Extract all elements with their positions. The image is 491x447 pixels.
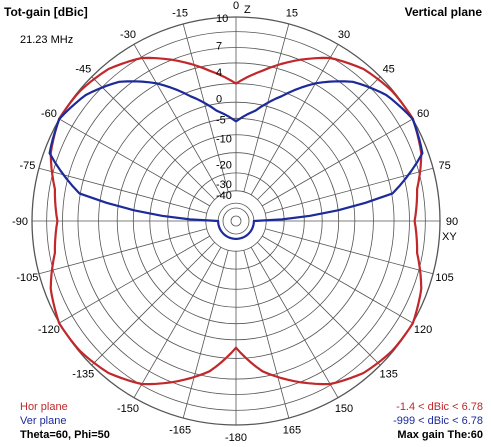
grid-spoke	[38, 167, 207, 214]
grid-spoke	[59, 118, 211, 207]
angle-label: -15	[172, 7, 188, 19]
radial-label: -30	[216, 179, 232, 191]
axis-label-xy: XY	[442, 231, 457, 243]
ver-legend-label: Ver plane	[20, 415, 67, 427]
grid-spoke	[59, 235, 211, 324]
plane-title: Vertical plane	[404, 5, 482, 19]
polar-labels: 0153045607590105120135150165-180-165-150…	[12, 0, 458, 444]
radial-label: 4	[216, 67, 222, 79]
angle-label: -30	[120, 29, 136, 41]
grid-spoke	[38, 228, 207, 275]
grid-spoke	[257, 76, 381, 200]
angle-label: -90	[12, 216, 28, 228]
grid-spoke	[182, 23, 229, 192]
angle-label: -135	[72, 369, 94, 381]
grid-spoke	[133, 44, 222, 196]
angle-label: 75	[438, 160, 450, 172]
theta-phi-label: Theta=60, Phi=50	[20, 429, 110, 441]
grid-spoke	[265, 228, 434, 275]
grid-spoke	[91, 242, 215, 366]
angle-label: -105	[16, 272, 38, 284]
grid-ring	[230, 215, 242, 227]
angle-label: -75	[19, 160, 35, 172]
radial-label: 7	[216, 40, 222, 52]
angle-label: 15	[286, 7, 298, 19]
angle-label: 165	[283, 425, 301, 437]
angle-label: -60	[41, 108, 57, 120]
grid-spoke	[261, 235, 413, 324]
angle-label: 150	[335, 403, 353, 415]
grid-ring	[222, 207, 250, 235]
gain-title: Tot-gain [dBic]	[4, 5, 88, 19]
radial-label: -5	[216, 114, 226, 126]
angle-label: 120	[414, 324, 432, 336]
grid-spoke	[133, 246, 222, 398]
axis-label-z: Z	[244, 4, 251, 16]
radial-label: -10	[216, 133, 232, 145]
grid-spoke	[265, 167, 434, 214]
grid-spoke	[250, 44, 339, 196]
angle-label: -180	[225, 432, 247, 444]
radial-label: 10	[216, 13, 228, 25]
hor-range-label: -1.4 < dBic < 6.78	[396, 401, 483, 413]
angle-label: -45	[75, 63, 91, 75]
grid-spoke	[261, 118, 413, 207]
polar-grid	[31, 16, 441, 426]
ver-range-label: -999 < dBic < 6.78	[393, 415, 483, 427]
angle-label: -120	[38, 324, 60, 336]
angle-label: 0	[233, 0, 239, 12]
angle-label: 105	[435, 272, 453, 284]
frequency-label: 21.23 MHz	[20, 34, 74, 46]
grid-spoke	[243, 250, 290, 419]
angle-label: 135	[380, 369, 398, 381]
grid-spoke	[182, 250, 229, 419]
radial-label: -20	[216, 160, 232, 172]
angle-label: 90	[446, 216, 458, 228]
max-gain-label: Max gain The:60	[397, 429, 483, 441]
grid-spoke	[250, 246, 339, 398]
hor-legend-label: Hor plane	[20, 401, 68, 413]
ver-plane-curve	[48, 80, 424, 240]
angle-label: -165	[169, 425, 191, 437]
angle-label: 30	[338, 29, 350, 41]
grid-spoke	[91, 76, 215, 200]
grid-spoke	[257, 242, 381, 366]
grid-spoke	[243, 23, 290, 192]
angle-label: 45	[383, 63, 395, 75]
angle-label: -150	[117, 403, 139, 415]
series-layer	[48, 56, 424, 386]
radial-label: 0	[216, 93, 222, 105]
angle-label: 60	[417, 108, 429, 120]
radial-label: -40	[216, 190, 232, 202]
